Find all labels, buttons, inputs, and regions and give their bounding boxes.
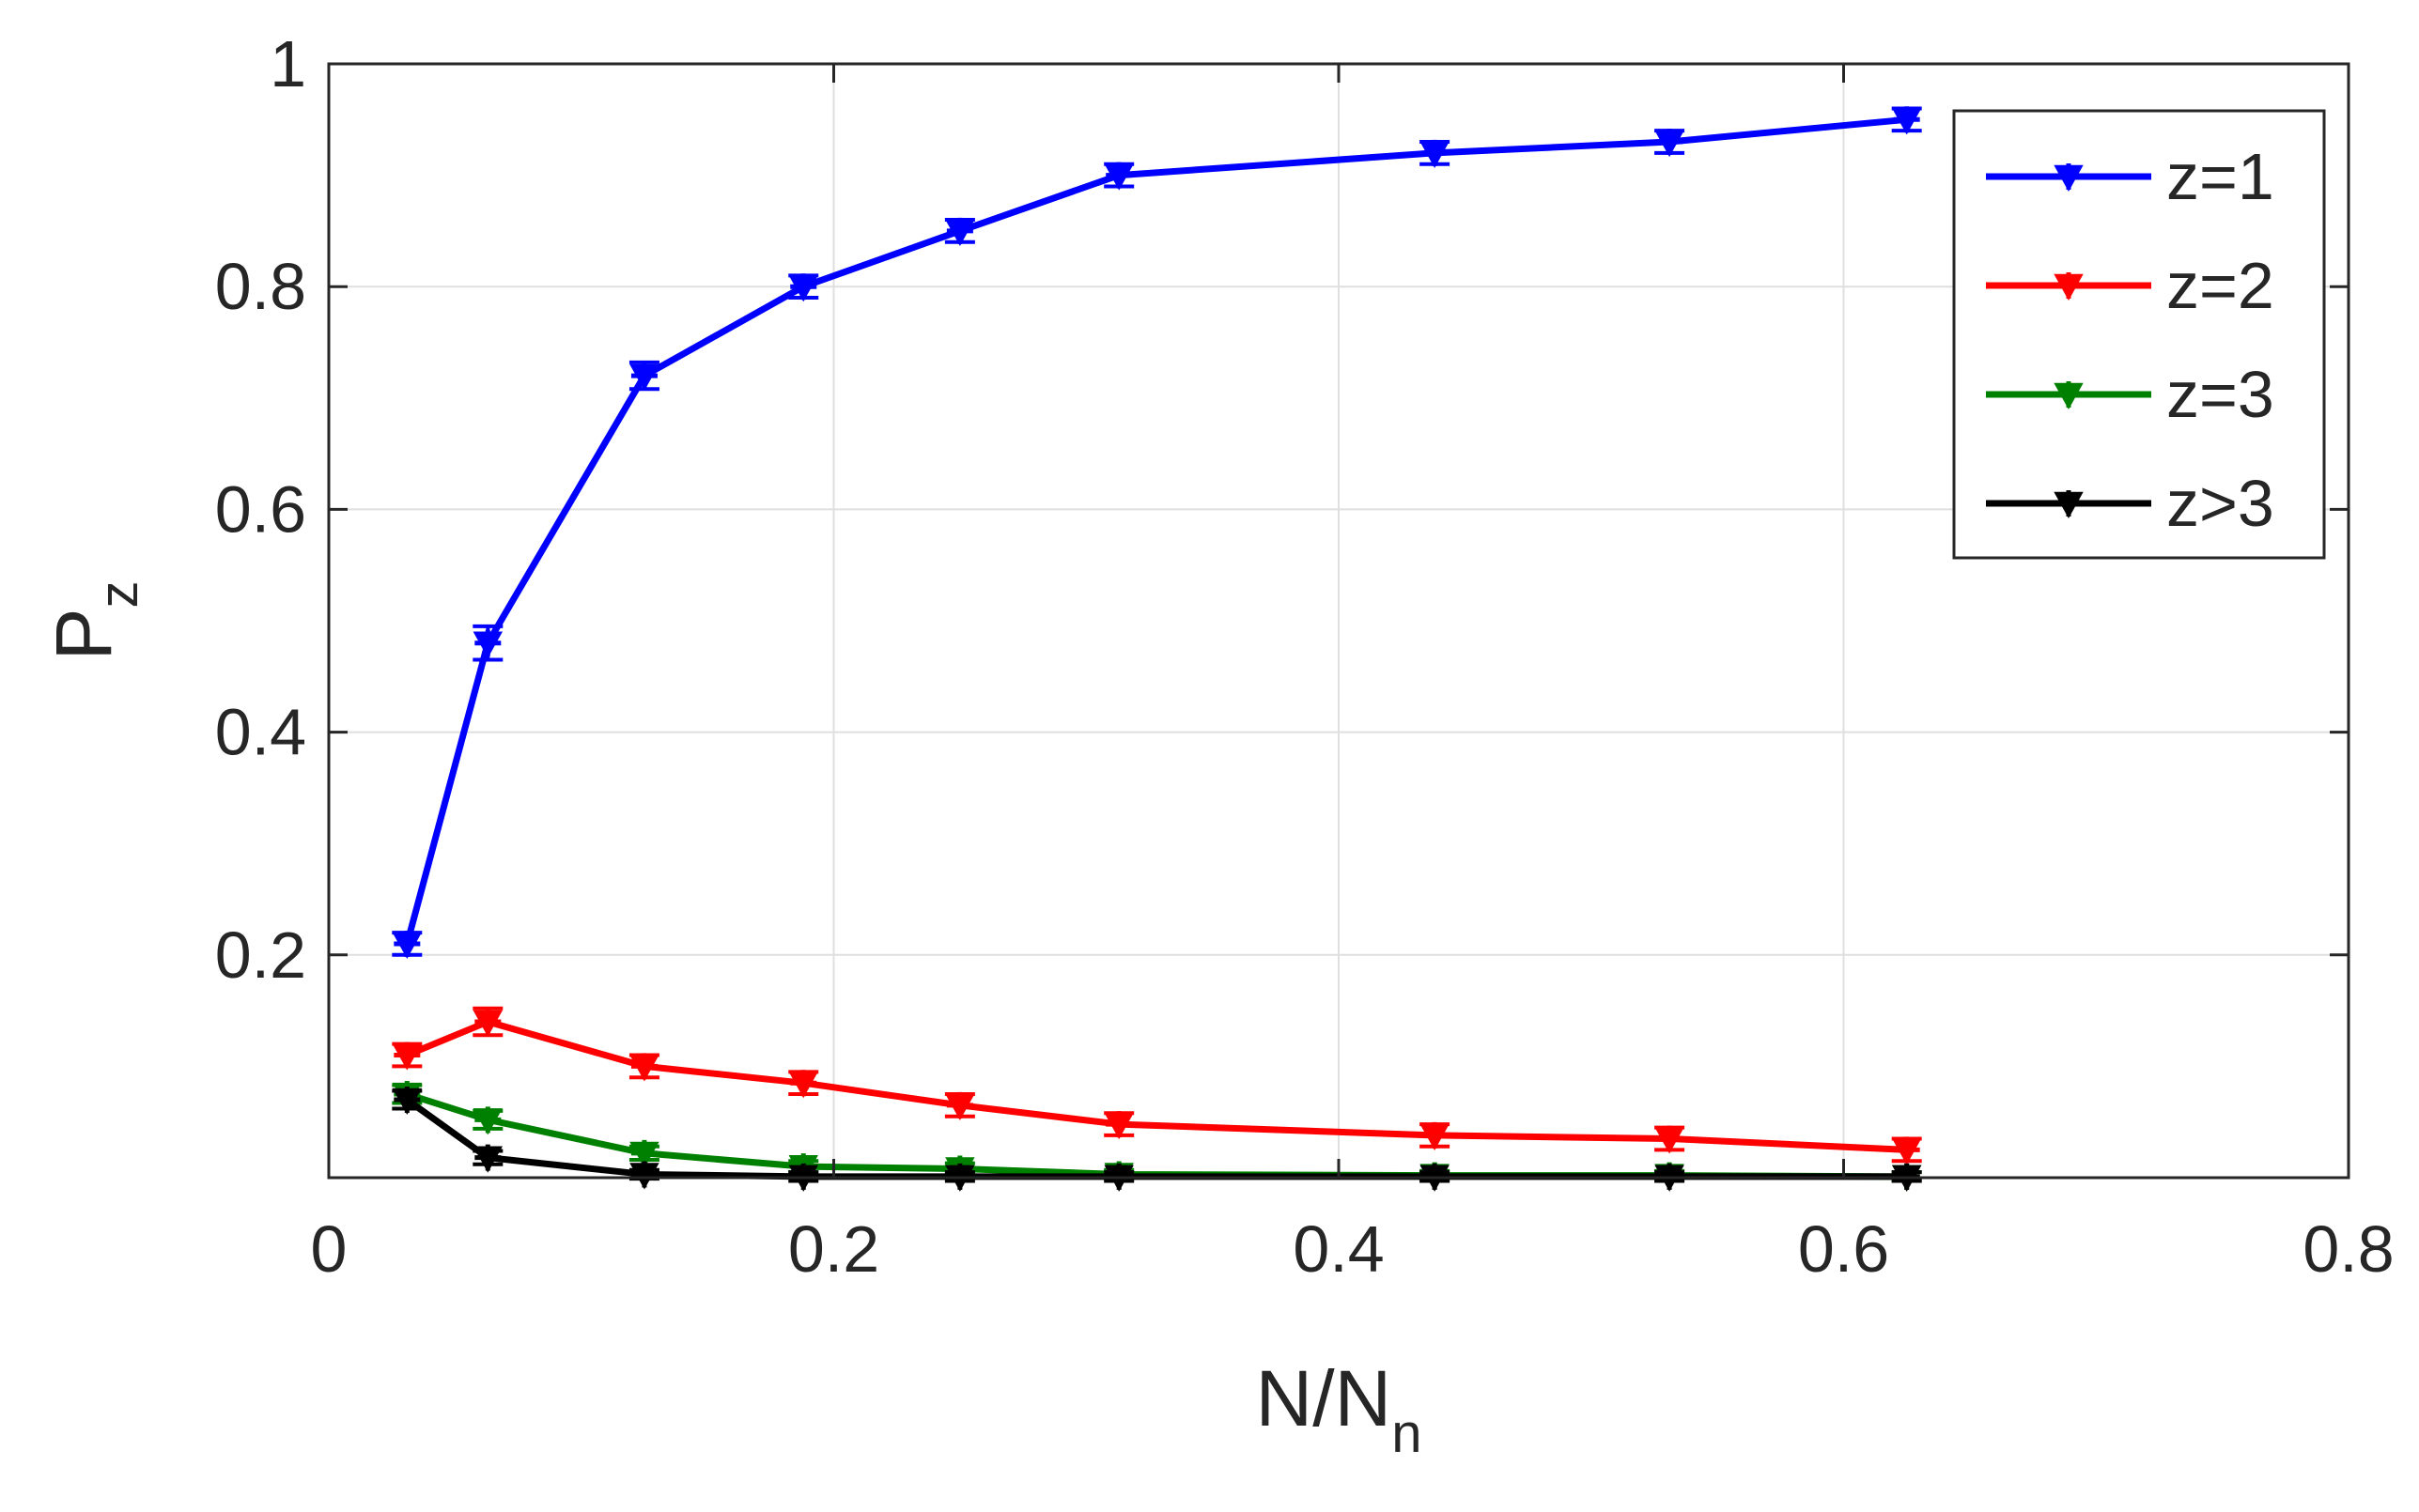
legend: z=1 z=2 z=3 z>3 bbox=[1952, 109, 2326, 560]
data-point-star bbox=[474, 1144, 502, 1171]
y-tick-label: 0.6 bbox=[215, 472, 306, 546]
axis-ticks: 0 0.2 0.4 0.6 0.8 0.2 0.4 0.6 0.8 1 bbox=[215, 27, 2395, 1286]
x-tick-label: 0.4 bbox=[1293, 1212, 1384, 1286]
data-point-star bbox=[394, 930, 421, 957]
data-point-star bbox=[630, 1161, 658, 1188]
data-point-star bbox=[1656, 129, 1683, 156]
data-point-star bbox=[1656, 1125, 1683, 1152]
data-point-star bbox=[1106, 1111, 1133, 1138]
data-point-star bbox=[394, 1086, 421, 1113]
data-point-star bbox=[394, 1041, 421, 1069]
legend-item: z>3 bbox=[1986, 467, 2274, 540]
y-tick-label: 0.2 bbox=[215, 918, 306, 992]
data-point-star bbox=[2055, 381, 2082, 408]
legend-label: z=3 bbox=[2166, 358, 2274, 431]
data-point-star bbox=[1421, 1121, 1449, 1149]
data-point-star bbox=[2055, 163, 2082, 190]
legend-item: z=2 bbox=[1986, 249, 2274, 322]
data-point-star bbox=[1893, 1136, 1920, 1164]
legend-item: z=1 bbox=[1986, 140, 2274, 213]
data-point-star bbox=[630, 1053, 658, 1080]
legend-label: z>3 bbox=[2166, 467, 2274, 540]
data-point-star bbox=[790, 1070, 817, 1097]
data-point-star bbox=[2055, 272, 2082, 299]
y-axis-label-subscript: z bbox=[88, 580, 149, 608]
x-axis-label: N/Nn bbox=[1256, 1354, 1422, 1464]
data-point-star bbox=[474, 1106, 502, 1134]
series-z=2 bbox=[392, 1006, 1922, 1165]
legend-label: z=2 bbox=[2166, 249, 2274, 322]
y-tick-label: 0.4 bbox=[215, 696, 306, 769]
x-tick-label: 0.2 bbox=[788, 1212, 879, 1286]
x-tick-label: 0.8 bbox=[2303, 1212, 2394, 1286]
data-point-star bbox=[790, 273, 817, 301]
legend-box bbox=[1952, 109, 2326, 560]
x-tick-label: 0 bbox=[311, 1212, 348, 1286]
data-point-star bbox=[630, 363, 658, 390]
x-tick-label: 0.6 bbox=[1798, 1212, 1889, 1286]
data-point-star bbox=[1893, 106, 1920, 133]
data-point-star bbox=[1106, 162, 1133, 189]
data-point-star bbox=[946, 1091, 973, 1119]
legend-label: z=1 bbox=[2166, 140, 2274, 213]
data-point-star bbox=[474, 1008, 502, 1035]
data-point-star bbox=[474, 629, 502, 656]
data-point-star bbox=[1421, 139, 1449, 166]
y-axis-label: Pz bbox=[39, 580, 149, 660]
x-axis-label-subscript: n bbox=[1391, 1403, 1421, 1464]
y-tick-label: 0.8 bbox=[215, 250, 306, 323]
y-tick-label: 1 bbox=[270, 27, 306, 100]
data-point-star bbox=[2055, 490, 2082, 517]
series-z=1 bbox=[392, 106, 1922, 959]
data-point-star bbox=[946, 217, 973, 244]
legend-item: z=3 bbox=[1986, 358, 2274, 431]
